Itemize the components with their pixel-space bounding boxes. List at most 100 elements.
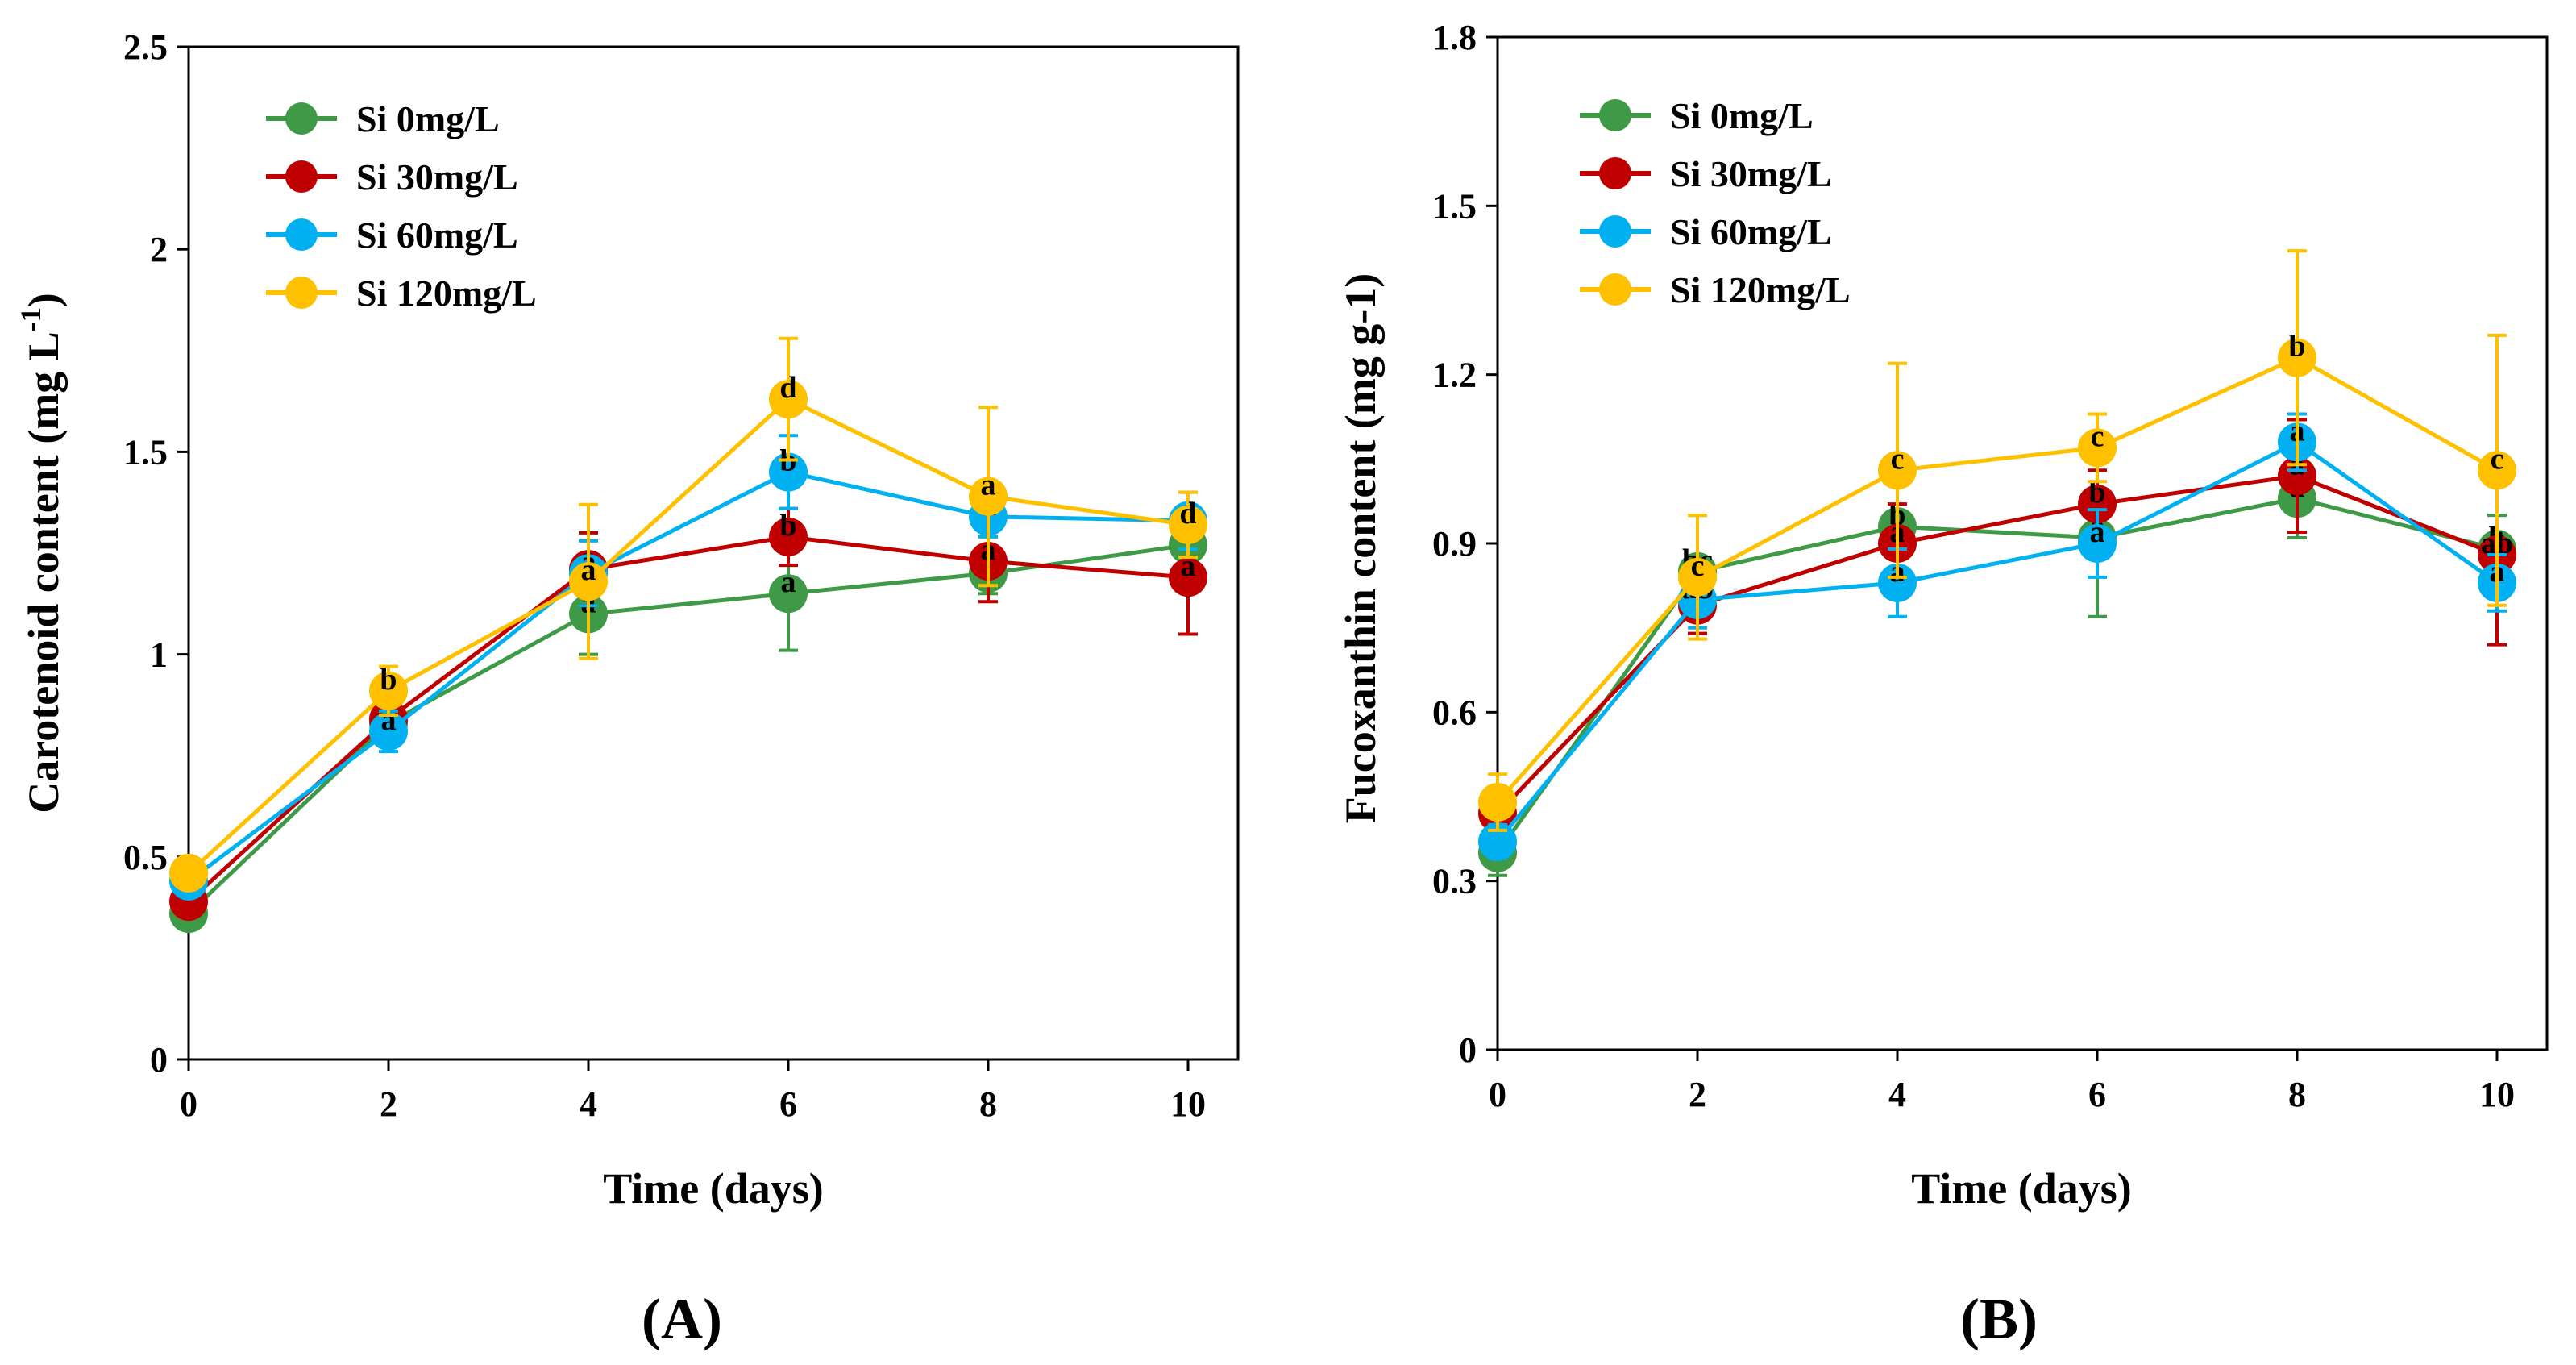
panel-b-x-tick-label: 8 (2288, 1075, 2306, 1114)
panel-a-data-point (769, 517, 808, 556)
panel-b-x-tick-label: 0 (1489, 1075, 1506, 1114)
panel-a: Time (days) Carotenoid content (mg L-1) … (15, 27, 1240, 1351)
panel-a-label: (A) (642, 1287, 722, 1351)
panel-b-data-point (2478, 451, 2516, 490)
panel-b-legend-marker (1599, 99, 1631, 131)
panel-b-legend-marker (1599, 273, 1631, 306)
panel-b-y-tick-label: 1.8 (1432, 18, 1477, 57)
panel-a-y-tick-label: 1.5 (123, 432, 168, 472)
panel-b-legend-label: Si 60mg/L (1670, 211, 1832, 252)
panel-a-series-line (187, 535, 1189, 903)
panel-a-significance-letter: b (380, 663, 397, 697)
panel-b-x-tick-label: 10 (2479, 1075, 2515, 1114)
panel-b-data-point (1878, 563, 1917, 602)
panel-a-significance-letter: a (981, 468, 996, 502)
panel-a-significance-letter: a (381, 703, 397, 737)
panel-b-y-tick-label: 0 (1459, 1030, 1477, 1070)
panel-b-y-tick-label: 1.5 (1432, 186, 1477, 226)
panel-b-data-point (1478, 782, 1517, 822)
panel-b-y-axis-title: Fucoxanthin content (mg g-1) (1336, 273, 1385, 823)
panel-a-data-point (1169, 558, 1207, 597)
panel-b-significance-letter: c (1691, 549, 1705, 583)
panel-a-series-0: aaaab (169, 517, 1207, 934)
panel-b-significance-letter: b (2288, 330, 2305, 364)
panel-a-y-tick-label: 0.5 (123, 838, 168, 877)
panel-a-data-point (769, 380, 808, 419)
panel-b-x-tick-label: 2 (1689, 1075, 1706, 1114)
panel-b-legend-label: Si 30mg/L (1670, 153, 1832, 194)
panel-a-significance-letter: b (779, 509, 796, 543)
panel-a-legend-marker (285, 218, 318, 251)
panel-b-frame (1496, 35, 2549, 1051)
panel-b-legend-label: Si 120mg/L (1670, 269, 1851, 310)
panel-b-y-tick-label: 0.9 (1432, 524, 1477, 564)
panel-a-y-axis-title: Carotenoid content (mg L-1) (15, 293, 68, 813)
panel-b-series-line (1496, 439, 2499, 843)
panel-a-legend-label: Si 60mg/L (356, 214, 518, 256)
panel-a-y-tick-label: 2.5 (123, 27, 168, 67)
panel-b-y-tick-label: 1.2 (1432, 356, 1477, 395)
panel-a-x-tick-label: 10 (1170, 1084, 1206, 1124)
panel-a-data-point (969, 477, 1008, 516)
panel-b-legend-label: Si 0mg/L (1670, 95, 1814, 136)
panel-a-frame (187, 45, 1240, 1061)
panel-b-significance-letter: b (2088, 476, 2105, 510)
panel-a-significance-letter: d (779, 371, 796, 405)
panel-a-x-tick-label: 0 (180, 1084, 197, 1124)
panel-a-significance-letter: a (781, 565, 796, 599)
panel-b-x-tick-label: 6 (2088, 1075, 2106, 1114)
panel-a-y-tick-label: 0 (150, 1040, 168, 1080)
panel-b-series-0: bcbaab (1478, 457, 2516, 877)
panel-a-data-point (769, 452, 808, 492)
panel-b-series-1: dabaab (1478, 418, 2516, 838)
panel-a-y-tick-label: 1 (150, 635, 168, 675)
panel-a-data-point (369, 671, 408, 710)
panel-b-significance-letter: c (1891, 442, 1905, 476)
panel-a-significance-letter: a (581, 553, 596, 587)
panel-b-x-tick-label: 4 (1888, 1075, 1906, 1114)
panel-a-series-1: aabaa (169, 506, 1207, 922)
panel-b-series-line (1496, 355, 2499, 804)
panel-a-x-axis-title: Time (days) (603, 1164, 824, 1213)
panel-b-data-point (2278, 338, 2316, 377)
panel-b-data-point (2078, 524, 2117, 563)
panel-b-y-tick-label: 0.3 (1432, 862, 1477, 901)
panel-a-legend-label: Si 30mg/L (356, 156, 518, 198)
panel-a-significance-letter: d (1179, 497, 1196, 531)
panel-a-legend-marker (285, 277, 318, 309)
panel-b-series-2: abaaaa (1478, 412, 2516, 861)
panel-b-significance-letter: a (2090, 515, 2105, 549)
panel-a-data-point (569, 562, 608, 601)
panel-a-legend-label: Si 120mg/L (356, 273, 537, 314)
panel-a-x-tick-label: 8 (979, 1084, 997, 1124)
panel-b-legend-marker (1599, 215, 1631, 248)
panel-a-y-tick-label: 2 (150, 230, 168, 269)
panel-b-data-point (1878, 451, 1917, 490)
panel-b-series-line (1495, 496, 2498, 855)
panel-b-data-point (2078, 428, 2117, 468)
panel-a-x-tick-label: 6 (779, 1084, 797, 1124)
panel-a-series-line (187, 543, 1189, 915)
panel-b-label: (B) (1960, 1287, 2038, 1351)
panel-a-series-line (187, 397, 1189, 875)
panel-a-data-point (1169, 505, 1207, 544)
panel-b: Time (days) Fucoxanthin content (mg g-1)… (1336, 18, 2549, 1351)
panel-b-legend-marker (1599, 157, 1631, 189)
panel-a-data-point (369, 712, 408, 751)
panel-a-legend-marker (285, 160, 318, 193)
panel-a-data-point (769, 574, 808, 614)
panel-a-legend-marker (285, 102, 318, 135)
panel-b-data-point (2078, 485, 2117, 524)
panel-b-significance-letter: c (2091, 419, 2104, 453)
panel-a-data-point (169, 853, 208, 893)
panel-a-series-line (187, 469, 1189, 883)
panel-a-x-tick-label: 4 (580, 1084, 597, 1124)
panel-b-x-axis-title: Time (days) (1911, 1164, 2132, 1213)
panel-a-legend-label: Si 0mg/L (356, 98, 500, 139)
panel-a-x-tick-label: 2 (380, 1084, 397, 1124)
panel-b-significance-letter: c (2491, 442, 2504, 476)
panel-b-data-point (1678, 557, 1717, 597)
